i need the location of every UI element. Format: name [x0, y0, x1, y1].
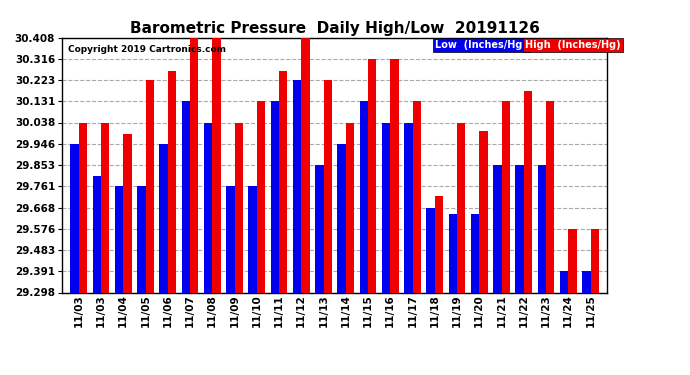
- Bar: [213, 38, 221, 292]
- Bar: [337, 144, 346, 292]
- Bar: [569, 229, 577, 292]
- Bar: [368, 58, 377, 292]
- Bar: [190, 38, 199, 292]
- Bar: [70, 144, 79, 292]
- Bar: [115, 186, 124, 292]
- Bar: [546, 101, 555, 292]
- Bar: [92, 176, 101, 292]
- Bar: [448, 214, 457, 292]
- Bar: [515, 165, 524, 292]
- Bar: [413, 101, 421, 292]
- Bar: [391, 58, 399, 292]
- Bar: [435, 195, 443, 292]
- Bar: [248, 186, 257, 292]
- Text: High  (Inches/Hg): High (Inches/Hg): [526, 40, 621, 50]
- Bar: [235, 123, 243, 292]
- Bar: [279, 72, 288, 292]
- Bar: [582, 271, 591, 292]
- Bar: [493, 165, 502, 292]
- Bar: [480, 131, 488, 292]
- Bar: [257, 101, 265, 292]
- Bar: [168, 72, 176, 292]
- Text: Low  (Inches/Hg): Low (Inches/Hg): [435, 40, 527, 50]
- Bar: [302, 38, 310, 292]
- Bar: [426, 207, 435, 292]
- Bar: [159, 144, 168, 292]
- Bar: [404, 123, 413, 292]
- Bar: [324, 80, 332, 292]
- Bar: [101, 123, 110, 292]
- Bar: [79, 123, 87, 292]
- Bar: [137, 186, 146, 292]
- Bar: [382, 123, 391, 292]
- Bar: [560, 271, 569, 292]
- Bar: [226, 186, 235, 292]
- Bar: [502, 101, 510, 292]
- Bar: [524, 91, 532, 292]
- Bar: [181, 101, 190, 292]
- Bar: [457, 123, 466, 292]
- Bar: [146, 80, 154, 292]
- Bar: [293, 80, 302, 292]
- Bar: [315, 165, 324, 292]
- Bar: [538, 165, 546, 292]
- Bar: [270, 101, 279, 292]
- Bar: [471, 214, 480, 292]
- Bar: [359, 101, 368, 292]
- Bar: [591, 229, 599, 292]
- Bar: [204, 123, 213, 292]
- Title: Barometric Pressure  Daily High/Low  20191126: Barometric Pressure Daily High/Low 20191…: [130, 21, 540, 36]
- Bar: [346, 123, 354, 292]
- Bar: [124, 134, 132, 292]
- Text: Copyright 2019 Cartronics.com: Copyright 2019 Cartronics.com: [68, 45, 226, 54]
